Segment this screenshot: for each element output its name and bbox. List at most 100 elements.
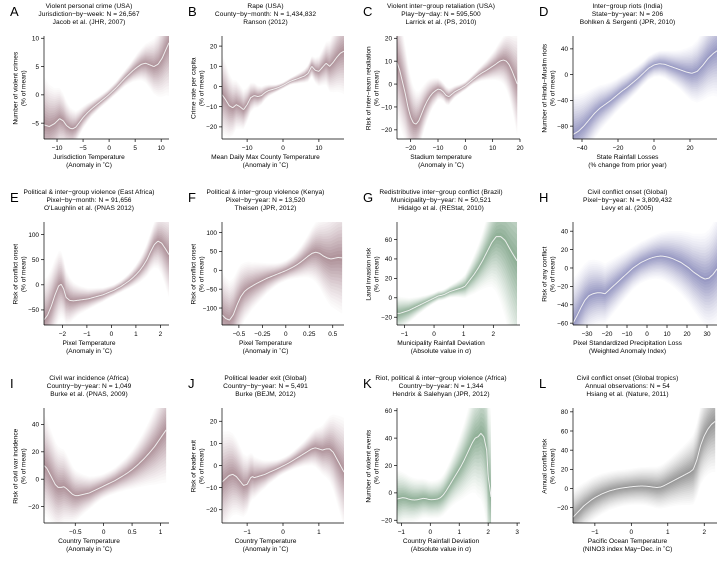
x-tick-label: −20 — [405, 145, 416, 152]
y-tick-label: 40 — [385, 256, 393, 263]
panel-plot: −80 −40 0 40 −40 −20 0 20 — [557, 36, 717, 152]
y-axis-label-line2: (% of mean) — [20, 255, 27, 292]
y-tick-label: −60 — [557, 320, 568, 327]
x-axis-label-line2: (Anomaly in ˚C) — [66, 348, 112, 356]
x-tick-label: 0 — [630, 529, 634, 536]
y-tick-label: 20 — [210, 43, 218, 50]
y-tick-label: −10 — [206, 104, 217, 111]
density-cloud — [44, 408, 167, 509]
panel-d: D Inter−group riots (India) State−by−year:… — [529, 0, 726, 186]
mean-line — [44, 240, 169, 321]
panel-j: J Political leader exit (Global) Country−b… — [178, 372, 353, 570]
x-axis-label-line2: (% change from prior year) — [588, 162, 667, 170]
x-axis-label: Pixel Standardized Precipitation Loss (We… — [529, 340, 726, 356]
x-tick-label: 0 — [281, 145, 285, 152]
x-tick-label: 0 — [652, 145, 656, 152]
x-axis-label-line1: State Rainfall Losses — [596, 154, 659, 161]
y-tick-label: 0 — [564, 72, 568, 79]
x-tick-label: 10 — [158, 145, 166, 152]
panel-c: C Violent inter−group retaliation (USA) Pl… — [353, 0, 529, 186]
x-axis-label-line1: Municipality Rainfall Deviation — [397, 340, 485, 347]
y-axis-label: Number of violent events (% of mean) — [365, 388, 381, 543]
panel-title-block: Inter−group riots (India) State−by−year: … — [529, 3, 726, 27]
y-tick-label: 50 — [210, 249, 218, 256]
x-axis-label: Country Rainfall Deviation (Absolute valu… — [353, 538, 529, 554]
x-tick-label: 10 — [663, 331, 671, 338]
y-axis-label: Risk of civil war incidence (% of mean) — [12, 388, 28, 543]
panel-f: F Political & inter−group violence (Kenya… — [178, 186, 353, 372]
panel-k: K Riot, political & inter−group violence … — [353, 372, 529, 570]
x-tick-label: −1 — [401, 331, 409, 338]
panel-plot: −60 −40 −20 0 20 40 −30 −20 −10 0 10 20 30 — [557, 222, 717, 338]
y-tick-label: 20 — [385, 36, 393, 43]
panel-letter: L — [539, 376, 547, 391]
y-tick-label: 10 — [32, 36, 40, 43]
x-tick-label: −10 — [242, 145, 253, 152]
y-axis-label-line1: Risk of leader exit — [189, 439, 197, 492]
x-axis-label-line1: Pixel Temperature — [238, 340, 293, 347]
x-axis-label-line2: (Anomaly in ˚C) — [242, 546, 289, 554]
x-tick-label: −1 — [398, 529, 406, 536]
y-tick-label: −10 — [381, 104, 392, 111]
x-tick-label: 20 — [683, 331, 691, 338]
panel-title-block: Civil war incidence (Africa) Country−by−y… — [0, 375, 178, 399]
y-tick-label: 0 — [35, 282, 39, 289]
x-tick-label: 0 — [432, 331, 436, 338]
y-tick-label: 40 — [561, 228, 569, 235]
y-tick-label: 0 — [213, 268, 217, 275]
x-tick-label: 0.5 — [128, 529, 137, 536]
y-axis-label-line2: (% of mean) — [198, 447, 205, 484]
x-tick-label: 0 — [284, 331, 288, 338]
y-axis-label: Number of violent crimes (% of mean) — [12, 16, 28, 159]
panel-title-block: Rape (USA) County−by−month: N = 1,434,832… — [178, 3, 353, 27]
mean-line — [397, 236, 518, 314]
y-tick-label: 20 — [210, 419, 218, 426]
panel-plot: −5 0 5 10 −10 −5 0 5 10 — [32, 36, 169, 152]
y-tick-label: 5 — [35, 64, 39, 71]
y-tick-label: 100 — [28, 232, 39, 239]
panel-letter: H — [539, 190, 549, 205]
panel-title: Civil conflict onset (Global) — [587, 189, 668, 196]
mean-line — [397, 59, 518, 125]
y-axis-label-line2: (% of mean) — [549, 69, 556, 106]
panel-subtitle: Play−by−day: N = 595,500 — [401, 11, 481, 19]
x-tick-label: −1 — [243, 529, 251, 536]
x-axis-label: Country Temperature (Anomaly in ˚C) — [178, 538, 353, 554]
panel-title: Civil war incidence (Africa) — [49, 375, 129, 382]
x-tick-label: −0.5 — [233, 331, 246, 338]
panel-subtitle: Country−by−year: N = 1,344 — [398, 383, 484, 391]
x-axis-label-line2: (Anomaly in ˚C) — [66, 162, 112, 170]
y-tick-label: 20 — [385, 463, 393, 470]
panel-subtitle: Annual observations: N = 54 — [585, 383, 670, 391]
y-axis-label-line1: Number of violent events — [364, 429, 372, 503]
panel-subtitle: Municipality−by−year: N = 50,521 — [390, 197, 492, 205]
panel-g: G Redistributive inter−group conflict (Br… — [353, 186, 529, 372]
y-axis-label-line1: Land invasion risk — [364, 247, 372, 301]
y-tick-label: 0 — [35, 92, 39, 99]
panel-title: Rape (USA) — [247, 3, 284, 10]
x-axis-label: Municipality Rainfall Deviation (Absolute… — [353, 340, 529, 356]
panel-citation: Bohlken & Sergenti (JPR, 2010) — [579, 19, 676, 27]
panel-plot: −100 −50 0 50 100 −0.5 −0.25 0 0.25 0.5 — [203, 222, 344, 338]
x-tick-label: 20 — [516, 145, 524, 152]
y-axis-label-line2: (% of mean) — [198, 255, 205, 292]
panel-title: Redistributive inter−group conflict (Bra… — [379, 189, 503, 196]
panel-title-block: Riot, political & inter−group violence (… — [353, 375, 529, 399]
y-tick-label: 40 — [385, 435, 393, 442]
y-tick-label: 20 — [561, 247, 569, 254]
y-axis-label: Crime rate per capita (% of mean) — [190, 16, 206, 159]
panel-citation: Theisen (JPR, 2012) — [234, 205, 297, 213]
y-tick-label: 100 — [206, 230, 217, 237]
y-tick-label: −20 — [381, 518, 392, 525]
panel-title-block: Violent personal crime (USA) Jurisdiction… — [0, 3, 178, 27]
x-axis-label-line2: (Absolute value in σ) — [410, 348, 472, 356]
panel-letter: C — [363, 4, 373, 19]
y-tick-label: −20 — [206, 124, 217, 131]
density-cloud — [397, 36, 518, 139]
panel-subtitle: Pixel−by−year: N = 3,809,432 — [583, 197, 672, 205]
mean-line — [573, 255, 717, 324]
panel-i: I Civil war incidence (Africa) Country−by−… — [0, 372, 178, 570]
y-axis-label-line2: (% of mean) — [549, 255, 556, 292]
mean-line — [222, 50, 344, 110]
x-axis-label: Mean Daily Max County Temperature (Anomal… — [178, 154, 353, 170]
